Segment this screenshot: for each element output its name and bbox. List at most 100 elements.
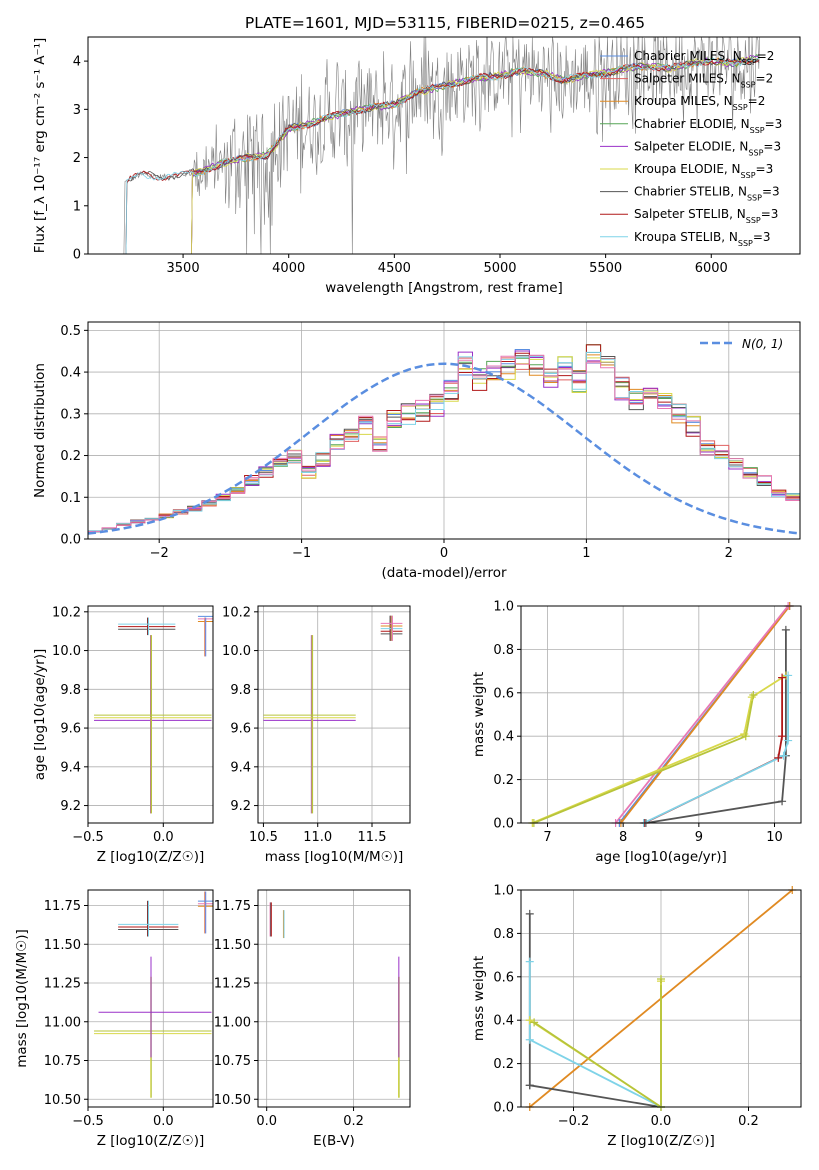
weight-marker	[778, 732, 787, 741]
x-tick-label: 1	[582, 546, 590, 561]
x-tick-label: 0.2	[738, 1114, 759, 1129]
y-tick-label: 11.50	[44, 938, 81, 953]
weight-marker	[530, 1018, 539, 1027]
x-tick-label: 7	[543, 830, 551, 845]
y-tick-label: 0.4	[493, 1014, 514, 1029]
y-axis-label: Flux [f_λ 10⁻¹⁷ erg cm⁻² s⁻¹ A⁻¹]	[32, 38, 48, 254]
y-tick-label: 0.2	[493, 1057, 514, 1072]
y-tick-label: 3	[73, 103, 81, 118]
x-tick-label: 0.2	[343, 1114, 364, 1129]
gaussian-curve	[88, 362, 800, 535]
weight-line	[532, 674, 787, 823]
weight-line	[533, 979, 662, 1107]
y-tick-label: 10.75	[214, 1054, 251, 1069]
model-kroupa-miles	[191, 57, 759, 254]
plot-area	[94, 615, 213, 814]
y-tick-label: 0.0	[493, 1101, 514, 1116]
y-tick-label: 0.2	[60, 449, 81, 464]
y-tick-label: 11.25	[44, 977, 81, 992]
x-tick-label: 0.0	[256, 1114, 277, 1129]
weight-marker	[525, 1016, 534, 1025]
y-tick-label: 1	[73, 199, 81, 214]
weight-line	[643, 675, 789, 823]
y-tick-label: 11.75	[214, 899, 251, 914]
weight-marker	[778, 673, 787, 682]
weight-marker	[525, 1035, 534, 1044]
x-axis-label: Z [log10(Z/Z☉)]	[607, 1133, 715, 1149]
x-tick-label: 6000	[695, 261, 728, 276]
x-tick-label: 11.5	[358, 830, 387, 845]
plot-area	[88, 344, 800, 535]
weight-marker	[784, 736, 793, 745]
panel-age_vs_Z: −0.5 0.0 9.2 9.4 9.6 9.8 10.0 10.2 Z [log10(Z/Z☉…	[32, 605, 214, 865]
x-tick-label: 5500	[589, 261, 622, 276]
weight-line	[528, 961, 662, 1107]
x-tick-label: 5000	[483, 261, 516, 276]
weight-marker	[774, 753, 783, 762]
weight-marker	[741, 732, 750, 741]
x-tick-label: −0.2	[558, 1114, 590, 1129]
weight-marker	[657, 974, 665, 983]
weight-line	[533, 694, 755, 823]
model-chabrier-miles	[191, 58, 759, 254]
x-tick-label: −2	[150, 546, 169, 561]
x-axis-label: mass [log10(M/M☉)]	[265, 849, 404, 865]
axes-frame	[257, 889, 411, 1108]
y-tick-label: 9.8	[60, 683, 81, 698]
x-tick-label: −1	[292, 546, 311, 561]
panel-massweight_vs_age: 7 8 9 10 0.0 0.2 0.4 0.6 0.8 1.0 age [log10(age/yr…	[471, 600, 802, 865]
model-chabrier-stelib	[125, 57, 760, 254]
axes-frame	[87, 321, 801, 540]
y-tick-label: 1.0	[493, 600, 514, 615]
x-tick-label: −0.5	[72, 830, 104, 845]
y-tick-label: 9.2	[230, 799, 251, 814]
legend-entry: Salpeter STELIB, NSSP=3	[634, 207, 778, 225]
data-spectrum	[123, 37, 760, 254]
x-axis-label: Z [log10(Z/Z☉)]	[97, 1133, 205, 1149]
weight-marker	[781, 625, 790, 634]
axes-frame	[87, 605, 214, 824]
panel-mass_vs_EBV: 0.0 0.2 10.50 10.75 11.00 11.25 11.50 11.75 E(B-…	[214, 889, 411, 1149]
y-tick-label: 9.6	[60, 722, 81, 737]
y-tick-label: 9.4	[230, 760, 251, 775]
y-tick-label: 9.2	[60, 799, 81, 814]
y-tick-label: 10.2	[52, 605, 81, 620]
y-tick-label: 0.4	[60, 366, 81, 381]
plot-area	[269, 902, 400, 1098]
y-tick-label: 11.50	[214, 938, 251, 953]
y-tick-label: 10.50	[44, 1093, 81, 1108]
y-tick-label: 11.00	[44, 1015, 81, 1030]
x-axis-label: (data-model)/error	[381, 565, 507, 581]
plot-area	[263, 615, 403, 814]
x-tick-label: 10.5	[249, 830, 278, 845]
y-tick-label: 11.75	[44, 899, 81, 914]
y-tick-label: 10.75	[44, 1054, 81, 1069]
x-tick-label: 4000	[272, 261, 305, 276]
x-tick-label: −0.5	[72, 1114, 104, 1129]
y-tick-label: 11.00	[214, 1015, 251, 1030]
x-tick-label: 0.0	[153, 830, 174, 845]
y-axis-label: mass weight	[471, 956, 487, 1041]
x-axis-label: wavelength [Angstrom, rest frame]	[325, 280, 563, 296]
histogram-step	[88, 351, 800, 532]
x-tick-label: 8	[619, 830, 627, 845]
weight-line	[614, 606, 789, 823]
plot-area	[94, 891, 213, 1098]
weight-marker	[784, 671, 793, 680]
y-tick-label: 9.6	[230, 722, 251, 737]
legend-entry: Salpeter ELODIE, NSSP=3	[634, 139, 781, 157]
weight-marker	[525, 909, 534, 918]
y-tick-label: 0.5	[60, 324, 81, 339]
plot-area	[532, 606, 791, 823]
legend-entry: Chabrier MILES, NSSP=2	[634, 49, 774, 67]
legend-entry: Salpeter MILES, NSSP=2	[634, 72, 773, 90]
y-axis-label: mass weight	[471, 672, 487, 757]
x-axis-label: E(B-V)	[313, 1133, 355, 1149]
panel-mass_vs_Z: −0.5 0.0 10.50 10.75 11.00 11.25 11.50 11.75 Z […	[14, 889, 214, 1149]
y-tick-label: 0.0	[60, 533, 81, 548]
weight-marker	[779, 751, 788, 760]
y-tick-label: 10.50	[214, 1093, 251, 1108]
y-axis-label: age [log10(age/yr)]	[32, 649, 48, 781]
legend-entry: Kroupa MILES, NSSP=2	[634, 94, 765, 112]
